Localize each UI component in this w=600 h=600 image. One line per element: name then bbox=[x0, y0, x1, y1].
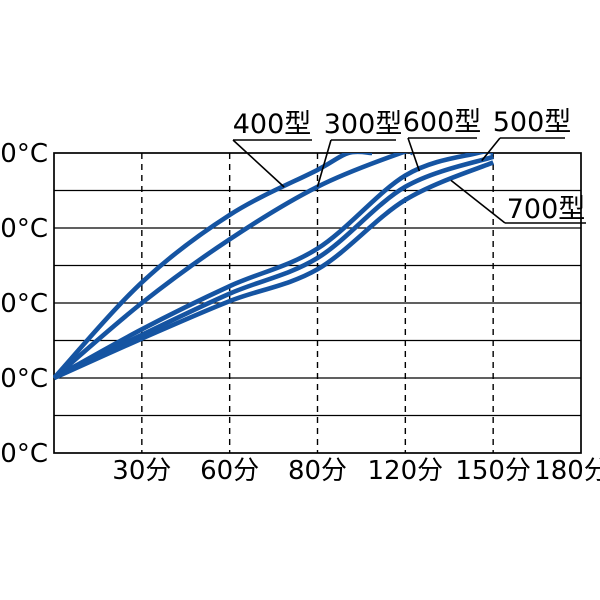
series-label-text-3: 500型 bbox=[493, 107, 572, 138]
series-label-3: 500型 bbox=[481, 107, 572, 162]
series-label-1: 300型 bbox=[316, 109, 403, 187]
series-label-text-2: 600型 bbox=[403, 107, 482, 138]
leader-line-2 bbox=[407, 137, 421, 172]
curve-series-1 bbox=[53, 153, 415, 380]
series-label-4: 700型 bbox=[450, 179, 586, 225]
curve-series-3 bbox=[53, 154, 494, 381]
y-tick-label-2: 40°C bbox=[0, 289, 48, 319]
series-label-0: 400型 bbox=[232, 109, 312, 188]
curve-series-0 bbox=[53, 153, 372, 380]
y-tick-label-4: 0°C bbox=[0, 439, 48, 469]
x-tick-label-1: 60分 bbox=[200, 456, 259, 486]
x-tick-label-2: 80分 bbox=[288, 456, 347, 486]
series-label-text-4: 700型 bbox=[507, 194, 586, 225]
series-label-text-1: 300型 bbox=[324, 109, 403, 140]
x-tick-label-3: 120分 bbox=[368, 456, 444, 486]
gridlines bbox=[54, 153, 581, 453]
leader-line-3 bbox=[481, 137, 501, 162]
curve-series-2 bbox=[53, 153, 494, 381]
x-tick-label-0: 30分 bbox=[112, 456, 171, 486]
leader-line-1 bbox=[316, 139, 332, 187]
series-label-text-0: 400型 bbox=[233, 109, 312, 140]
curve-series-4 bbox=[53, 160, 495, 381]
series-label-2: 600型 bbox=[403, 107, 482, 172]
leader-line-4 bbox=[450, 179, 506, 224]
y-tick-label-3: 20°C bbox=[0, 364, 48, 394]
y-tick-label-1: 60°C bbox=[0, 214, 48, 244]
x-tick-label-5: 180分 bbox=[534, 456, 600, 486]
curves bbox=[53, 153, 495, 381]
y-tick-label-0: 80°C bbox=[0, 139, 48, 169]
plot-border bbox=[53, 152, 582, 454]
x-tick-label-4: 150分 bbox=[455, 456, 531, 486]
leader-line-0 bbox=[232, 139, 285, 188]
